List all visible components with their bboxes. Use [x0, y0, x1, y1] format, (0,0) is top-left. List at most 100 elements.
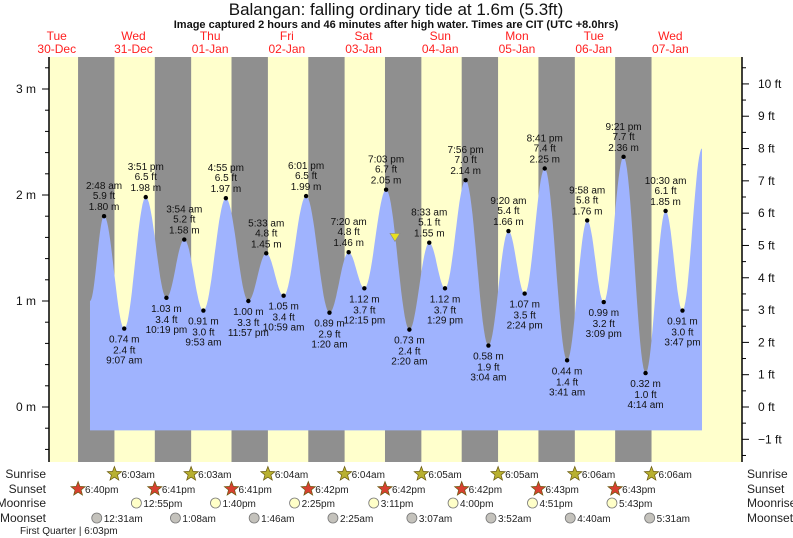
tide-m-label: 1.98 m: [130, 183, 161, 194]
tide-m-label: 0.74 m: [109, 335, 140, 346]
chart-title: Balangan: falling ordinary tide at 1.6m …: [229, 0, 564, 19]
moon-phase: First Quarter | 6:03pm: [20, 526, 118, 537]
tide-m-label: 1.00 m: [233, 307, 264, 318]
tide-ft-label: 6.1 ft: [654, 186, 676, 197]
tide-time-label: 9:21 pm: [605, 122, 641, 133]
sunrise-time: 6:05am: [428, 470, 461, 481]
tide-m-label: 2.25 m: [529, 155, 560, 166]
day-name: Wed: [121, 29, 145, 43]
tide-m-label: 1.66 m: [493, 217, 524, 228]
tide-time-label: 2:20 am: [391, 357, 427, 368]
tide-time-label: 1:20 am: [311, 340, 347, 351]
low-tide-point: [680, 308, 685, 313]
moonrise-row-label-left: Moonrise: [0, 496, 46, 510]
tide-ft-label: 1.0 ft: [634, 390, 656, 401]
high-tide-point: [143, 194, 148, 200]
ft-tick-label: 9 ft: [758, 109, 775, 123]
sunrise-time: 6:05am: [505, 470, 538, 481]
tide-ft-label: 5.4 ft: [497, 206, 519, 217]
sunset-icon: [453, 480, 470, 496]
tide-time-label: 7:20 am: [331, 217, 367, 228]
tide-time-label: 9:58 am: [569, 185, 605, 196]
sunset-time: 6:42pm: [392, 485, 425, 496]
high-tide-point: [506, 228, 511, 234]
ft-tick-label: 2 ft: [758, 335, 775, 349]
ft-tick-label: 1 ft: [758, 368, 775, 382]
tide-ft-label: 7.4 ft: [534, 144, 556, 155]
high-tide-point: [584, 218, 590, 223]
day-name: Sun: [430, 29, 451, 43]
tide-time-label: 3:51 pm: [128, 162, 164, 173]
tide-time-label: 10:30 am: [645, 176, 687, 187]
tide-time-label: 1:29 pm: [427, 315, 463, 326]
tide-m-label: 1.05 m: [268, 302, 299, 313]
sunset-time: 6:41pm: [162, 485, 195, 496]
tide-time-label: 9:20 am: [490, 196, 526, 207]
tide-ft-label: 3.4 ft: [272, 313, 294, 324]
tide-time-label: 3:04 am: [470, 373, 506, 384]
low-tide-point: [122, 326, 127, 331]
tide-ft-label: 3.7 ft: [434, 305, 456, 316]
day-date: 05-Jan: [499, 42, 536, 56]
tide-m-label: 1.03 m: [151, 304, 182, 315]
tide-ft-label: 5.9 ft: [93, 191, 115, 202]
high-tide-point: [101, 214, 107, 219]
low-tide-point: [564, 358, 570, 363]
moonset-icon: [248, 512, 260, 524]
tide-time-label: 10:19 pm: [146, 325, 188, 336]
moonset-time: 1:08am: [182, 514, 215, 525]
tide-m-label: 1.12 m: [349, 294, 380, 305]
ft-tick-label: 7 ft: [758, 174, 775, 188]
moonrise-icon: [289, 497, 300, 509]
day-date: 01-Jan: [192, 42, 229, 56]
tide-m-label: 1.46 m: [333, 238, 364, 249]
tide-time-label: 8:33 am: [411, 208, 447, 219]
sunset-row-label-left: Sunset: [9, 482, 47, 496]
tide-time-label: 7:03 pm: [368, 155, 404, 166]
high-tide-point: [427, 240, 432, 245]
sunrise-icon: [643, 465, 660, 481]
m-tick-label: 3 m: [16, 82, 36, 96]
tide-time-label: 3:41 am: [549, 387, 585, 398]
tide-time-label: 8:41 pm: [527, 134, 563, 145]
m-tick-label: 1 m: [16, 294, 36, 308]
ft-tick-label: 0 ft: [758, 400, 775, 414]
low-tide-point: [327, 310, 332, 315]
sunset-icon: [223, 480, 240, 496]
ft-tick-label: 8 ft: [758, 142, 775, 156]
tide-time-label: 9:53 am: [185, 338, 221, 349]
tide-time-label: 12:15 pm: [344, 315, 386, 326]
moonrise-time: 4:00pm: [460, 499, 493, 510]
low-tide-point: [362, 286, 367, 291]
tide-m-label: 0.91 m: [188, 317, 219, 328]
day-name: Wed: [658, 29, 682, 43]
tide-ft-label: 1.9 ft: [477, 363, 499, 374]
tide-m-label: 0.32 m: [630, 379, 661, 390]
tide-time-label: 4:14 am: [627, 400, 663, 411]
tide-m-label: 0.58 m: [473, 352, 504, 363]
tide-m-label: 1.12 m: [430, 294, 461, 305]
sunrise-row-label-left: Sunrise: [5, 467, 46, 481]
tide-m-label: 0.89 m: [314, 319, 345, 330]
low-tide-point: [643, 370, 648, 376]
chart-subtitle: Image captured 2 hours and 46 minutes af…: [174, 19, 619, 31]
moonrise-time: 2:25pm: [302, 499, 335, 510]
day-date: 07-Jan: [652, 42, 689, 56]
moonset-icon: [564, 512, 576, 524]
day-name: Sat: [355, 29, 374, 43]
day-date: 06-Jan: [575, 42, 612, 56]
day-date: 31-Dec: [114, 42, 153, 56]
ft-tick-label: 6 ft: [758, 206, 775, 220]
day-name: Fri: [280, 29, 294, 43]
low-tide-point: [281, 293, 286, 298]
moonrise-time: 5:43pm: [619, 499, 652, 510]
moonset-icon: [170, 512, 181, 524]
axes: 0 m 1 m 2 m 3 m −1 ft 0 ft 1 ft 2 ft 3 ft 4 ft 5 f…: [16, 57, 782, 462]
tide-time-label: 3:47 pm: [664, 338, 700, 349]
sunrise-icon: [489, 465, 507, 481]
moonset-icon: [327, 512, 339, 524]
tide-ft-label: 3.3 ft: [237, 318, 259, 329]
moonrise-time: 1:40pm: [222, 499, 255, 510]
